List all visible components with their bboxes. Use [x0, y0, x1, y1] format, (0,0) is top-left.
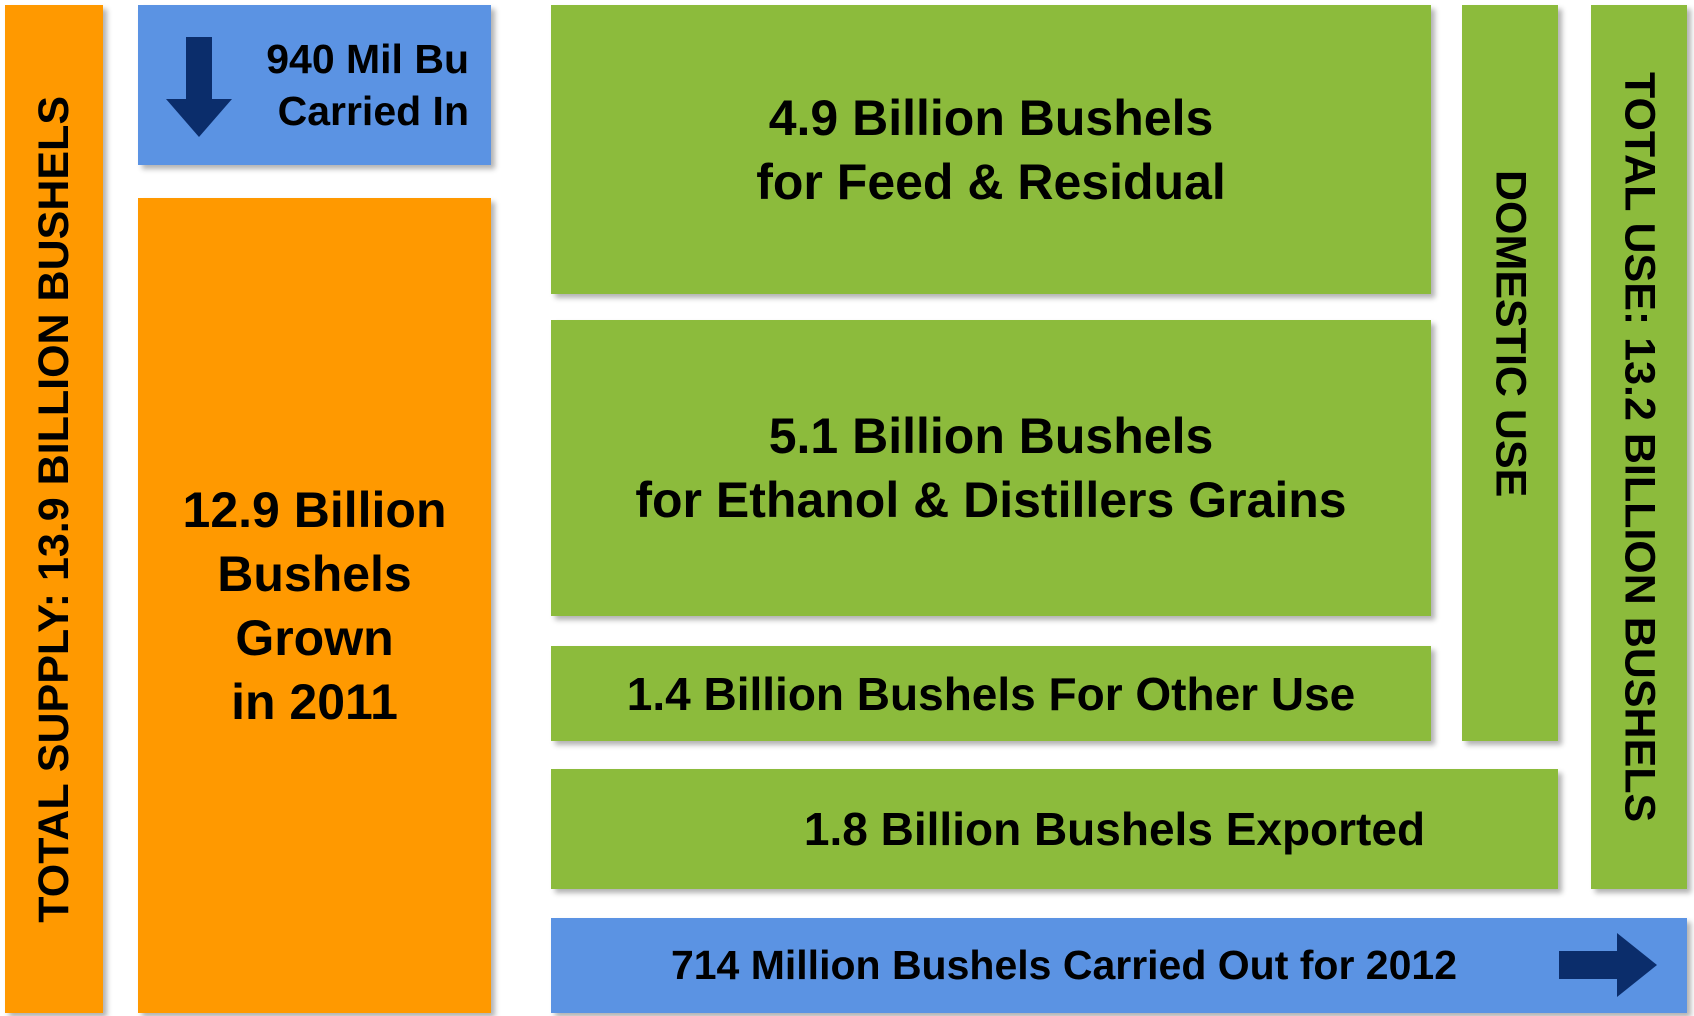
- exported-box: 1.8 Billion Bushels Exported: [551, 769, 1558, 889]
- total-supply-bar: TOTAL SUPPLY: 13.9 BILLION BUSHELS: [5, 5, 103, 1013]
- carried-in-text: 940 Mil Bu Carried In: [266, 33, 469, 137]
- text-line: for Feed & Residual: [756, 153, 1226, 210]
- grown-box: 12.9 Billion Bushels Grown in 2011: [138, 198, 491, 1013]
- text-line: 4.9 Billion Bushels: [768, 89, 1214, 146]
- right-arrow: [1559, 933, 1657, 997]
- domestic-bar: DOMESTIC USE: [1462, 5, 1558, 741]
- feed-box: 4.9 Billion Bushels for Feed & Residual: [551, 5, 1431, 294]
- text-line: 1.4 Billion Bushels For Other Use: [626, 667, 1356, 720]
- text-line: Grown: [235, 609, 394, 666]
- carried-in-box: 940 Mil Bu Carried In: [138, 5, 491, 165]
- text-line: 12.9 Billion: [182, 481, 447, 538]
- text-line: 940 Mil Bu: [266, 36, 469, 82]
- text-line: 714 Million Bushels Carried Out for 2012: [670, 942, 1458, 988]
- total-use-bar: TOTAL USE: 13.2 BILLION BUSHELS: [1591, 5, 1687, 889]
- domestic-label: DOMESTIC USE: [1486, 170, 1535, 498]
- down-arrow: [166, 37, 232, 137]
- text-line: in 2011: [231, 673, 398, 730]
- text-line: 1.8 Billion Bushels Exported: [803, 803, 1426, 855]
- other-box: 1.4 Billion Bushels For Other Use: [551, 646, 1431, 741]
- text-line: Carried In: [277, 88, 469, 134]
- total-supply-label: TOTAL SUPPLY: 13.9 BILLION BUSHELS: [29, 95, 78, 923]
- text-line: Bushels: [217, 545, 412, 602]
- text-line: for Ethanol & Distillers Grains: [635, 472, 1347, 528]
- carried-out-box: 714 Million Bushels Carried Out for 2012: [551, 918, 1687, 1013]
- text-line: 5.1 Billion Bushels: [768, 408, 1214, 464]
- ethanol-box: 5.1 Billion Bushels for Ethanol & Distil…: [551, 320, 1431, 616]
- total-use-label: TOTAL USE: 13.2 BILLION BUSHELS: [1615, 71, 1664, 823]
